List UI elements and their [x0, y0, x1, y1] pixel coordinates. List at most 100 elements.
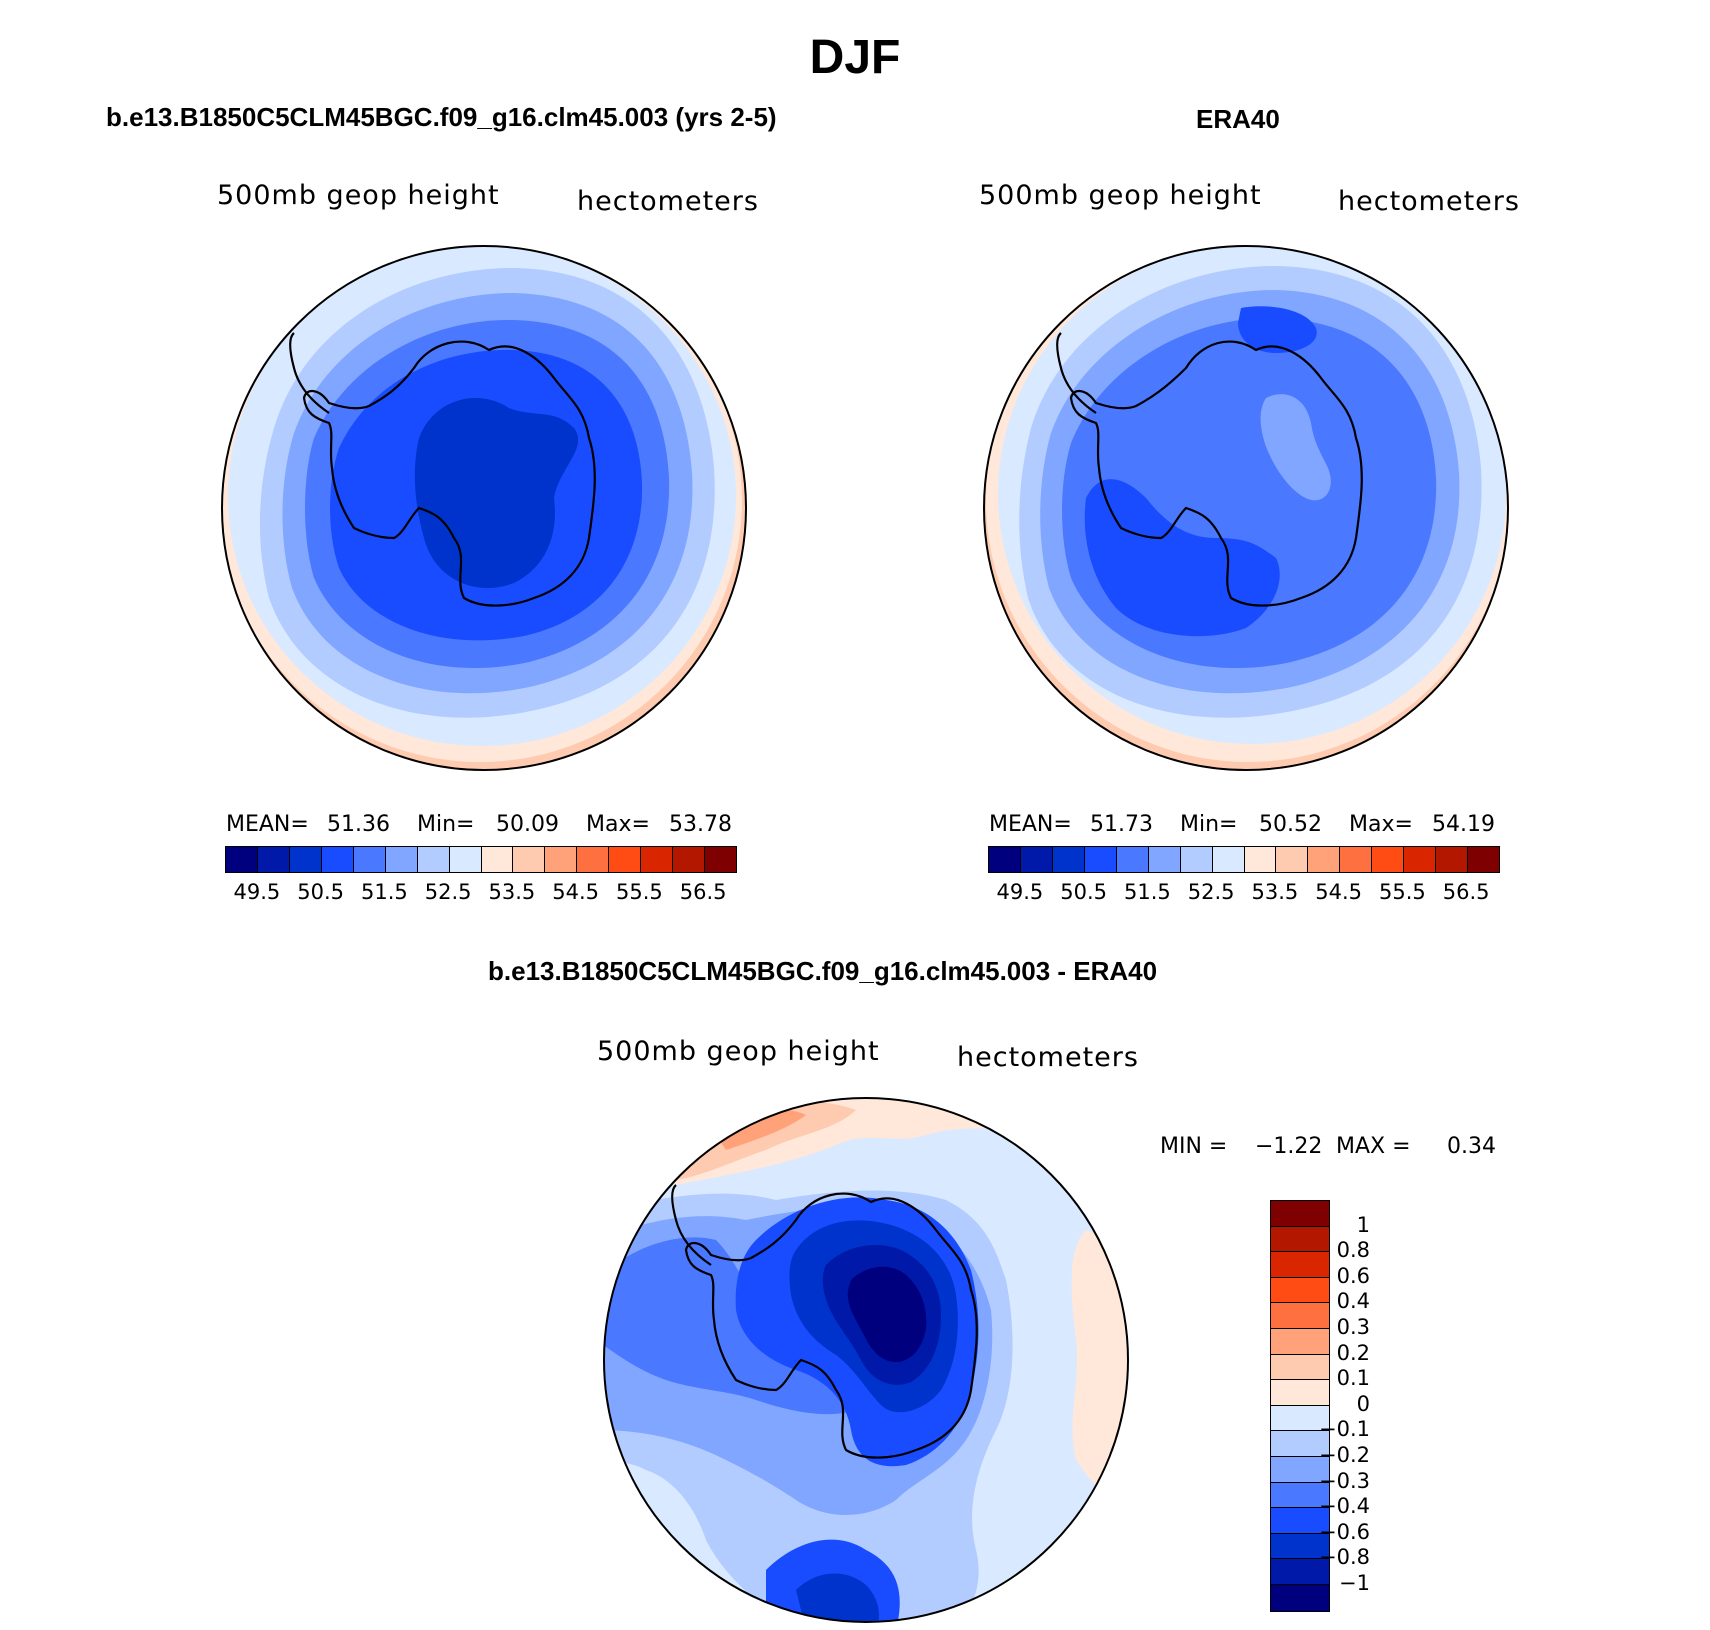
- panel2-title: ERA40: [1196, 104, 1280, 134]
- colorbar-swatch: [1084, 847, 1117, 872]
- colorbar-swatch: [289, 847, 322, 872]
- diff-min-value: −1.22: [1255, 1134, 1323, 1159]
- panel1-mean-label: MEAN=: [226, 812, 309, 837]
- diff-min-label: MIN =: [1160, 1134, 1228, 1159]
- panel2-field-label: 500mb geop height: [979, 180, 1262, 211]
- colorbar-swatch: [577, 847, 610, 872]
- colorbar-tick-label: 52.5: [1187, 880, 1235, 904]
- colorbar-tick-label: 0.8: [1336, 1238, 1370, 1263]
- panel2-max-value: 54.19: [1432, 812, 1495, 837]
- colorbar-tick-label: −1: [1339, 1571, 1370, 1595]
- colorbar-swatch: [1271, 1431, 1329, 1457]
- colorbar-tick-label: −0.4: [1319, 1494, 1370, 1519]
- colorbar-swatch: [1148, 847, 1181, 872]
- panel1-title: b.e13.B1850C5CLM45BGC.f09_g16.clm45.003 …: [106, 102, 777, 132]
- colorbar-swatch: [1271, 1405, 1329, 1432]
- panel1-field-label: 500mb geop height: [217, 180, 500, 211]
- colorbar-tick-label: 56.5: [1442, 880, 1490, 904]
- contour: [1071, 1230, 1128, 1510]
- colorbar-tick-label: 56.5: [679, 880, 727, 904]
- contour: [604, 1510, 643, 1590]
- colorbar-tick-label: 54.5: [552, 880, 600, 904]
- colorbar-swatch: [1276, 847, 1309, 872]
- panel1-mean-value: 51.36: [327, 812, 390, 837]
- diff-colorbar: [1270, 1200, 1330, 1612]
- colorbar-tick-label: 49.5: [233, 880, 281, 904]
- colorbar-swatch: [449, 847, 482, 872]
- colorbar-tick-label: 54.5: [1315, 880, 1363, 904]
- panel1-min-value: 50.09: [496, 812, 559, 837]
- colorbar-swatch: [545, 847, 578, 872]
- colorbar-swatch: [1271, 1201, 1329, 1227]
- colorbar-tick-label: −0.6: [1319, 1519, 1370, 1544]
- antarctica-coastline: [302, 340, 596, 607]
- colorbar-tick-label: 53.5: [1251, 880, 1299, 904]
- panel2-max-label: Max=: [1349, 812, 1413, 837]
- panel1-colorbar: [225, 846, 737, 873]
- colorbar-swatch: [1116, 847, 1149, 872]
- colorbar-swatch: [1020, 847, 1053, 872]
- colorbar-swatch: [1271, 1277, 1329, 1304]
- diff-max-value: 0.34: [1447, 1134, 1496, 1159]
- colorbar-tick-label: −0.1: [1319, 1417, 1370, 1442]
- panel2-min-label: Min=: [1180, 812, 1238, 837]
- diff-colorbar-ticks: 1 0.8 0.6 0.4 0.3 0.2 0.1 0 −0.1 −0.2 −0.3 −0.4 −0.6…: [1300, 1200, 1380, 1612]
- colorbar-tick-label: 49.5: [996, 880, 1044, 904]
- panel1-units-label: hectometers: [577, 186, 759, 217]
- colorbar-swatch: [1271, 1354, 1329, 1381]
- diff-field-label: 500mb geop height: [597, 1036, 880, 1067]
- colorbar-swatch: [1308, 847, 1341, 872]
- colorbar-swatch: [1180, 847, 1213, 872]
- panel2-mean-label: MEAN=: [989, 812, 1072, 837]
- colorbar-swatch: [1271, 1456, 1329, 1483]
- colorbar-tick-label: 0.1: [1336, 1366, 1370, 1391]
- colorbar-swatch: [1271, 1226, 1329, 1253]
- panel1-min-label: Min=: [417, 812, 475, 837]
- colorbar-swatch: [1271, 1559, 1329, 1585]
- colorbar-swatch: [1436, 847, 1469, 872]
- panel2-min-value: 50.52: [1259, 812, 1322, 837]
- colorbar-tick-label: −0.8: [1319, 1545, 1370, 1570]
- colorbar-tick-label: 50.5: [1060, 880, 1108, 904]
- colorbar-swatch: [1340, 847, 1373, 872]
- antarctica-coastline: [1069, 340, 1363, 607]
- diff-units-label: hectometers: [957, 1042, 1139, 1073]
- panel1-polar-map: [221, 245, 747, 771]
- diff-title: b.e13.B1850C5CLM45BGC.f09_g16.clm45.003 …: [488, 956, 1158, 986]
- colorbar-tick-label: 0.6: [1336, 1263, 1370, 1288]
- colorbar-swatch: [1052, 847, 1085, 872]
- colorbar-swatch: [257, 847, 290, 872]
- colorbar-swatch: [1244, 847, 1277, 872]
- colorbar-swatch: [609, 847, 642, 872]
- colorbar-tick-label: 0.4: [1336, 1289, 1370, 1314]
- colorbar-swatch: [1404, 847, 1437, 872]
- colorbar-swatch: [1271, 1328, 1329, 1355]
- contour: [1260, 394, 1331, 501]
- colorbar-tick-label: −0.3: [1319, 1468, 1370, 1493]
- colorbar-swatch: [1212, 847, 1245, 872]
- colorbar-swatch: [1271, 1584, 1329, 1611]
- colorbar-swatch: [417, 847, 450, 872]
- colorbar-tick-label: 1: [1356, 1212, 1370, 1237]
- colorbar-tick-label: 50.5: [297, 880, 345, 904]
- colorbar-swatch: [226, 847, 258, 872]
- colorbar-swatch: [1271, 1482, 1329, 1509]
- colorbar-tick-label: 51.5: [1123, 880, 1171, 904]
- panel1-colorbar-ticks: 49.5 50.5 51.5 52.5 53.5 54.5 55.5 56.5: [225, 880, 735, 908]
- antarctica-coastline: [684, 1192, 978, 1459]
- panel1-max-value: 53.78: [669, 812, 732, 837]
- colorbar-tick-label: 0: [1356, 1391, 1370, 1416]
- colorbar-swatch: [1271, 1508, 1329, 1534]
- colorbar-tick-label: 53.5: [488, 880, 536, 904]
- colorbar-swatch: [1271, 1380, 1329, 1406]
- colorbar-swatch: [641, 847, 674, 872]
- antarctic-peninsula: [671, 1184, 712, 1266]
- panel2-colorbar-ticks: 49.5 50.5 51.5 52.5 53.5 54.5 55.5 56.5: [988, 880, 1498, 908]
- diff-polar-map: [603, 1097, 1129, 1623]
- colorbar-swatch: [673, 847, 706, 872]
- contour: [1238, 306, 1317, 353]
- colorbar-swatch: [1271, 1303, 1329, 1329]
- panel2-mean-value: 51.73: [1090, 812, 1153, 837]
- diff-max-label: MAX =: [1336, 1134, 1411, 1159]
- colorbar-tick-label: 52.5: [424, 880, 472, 904]
